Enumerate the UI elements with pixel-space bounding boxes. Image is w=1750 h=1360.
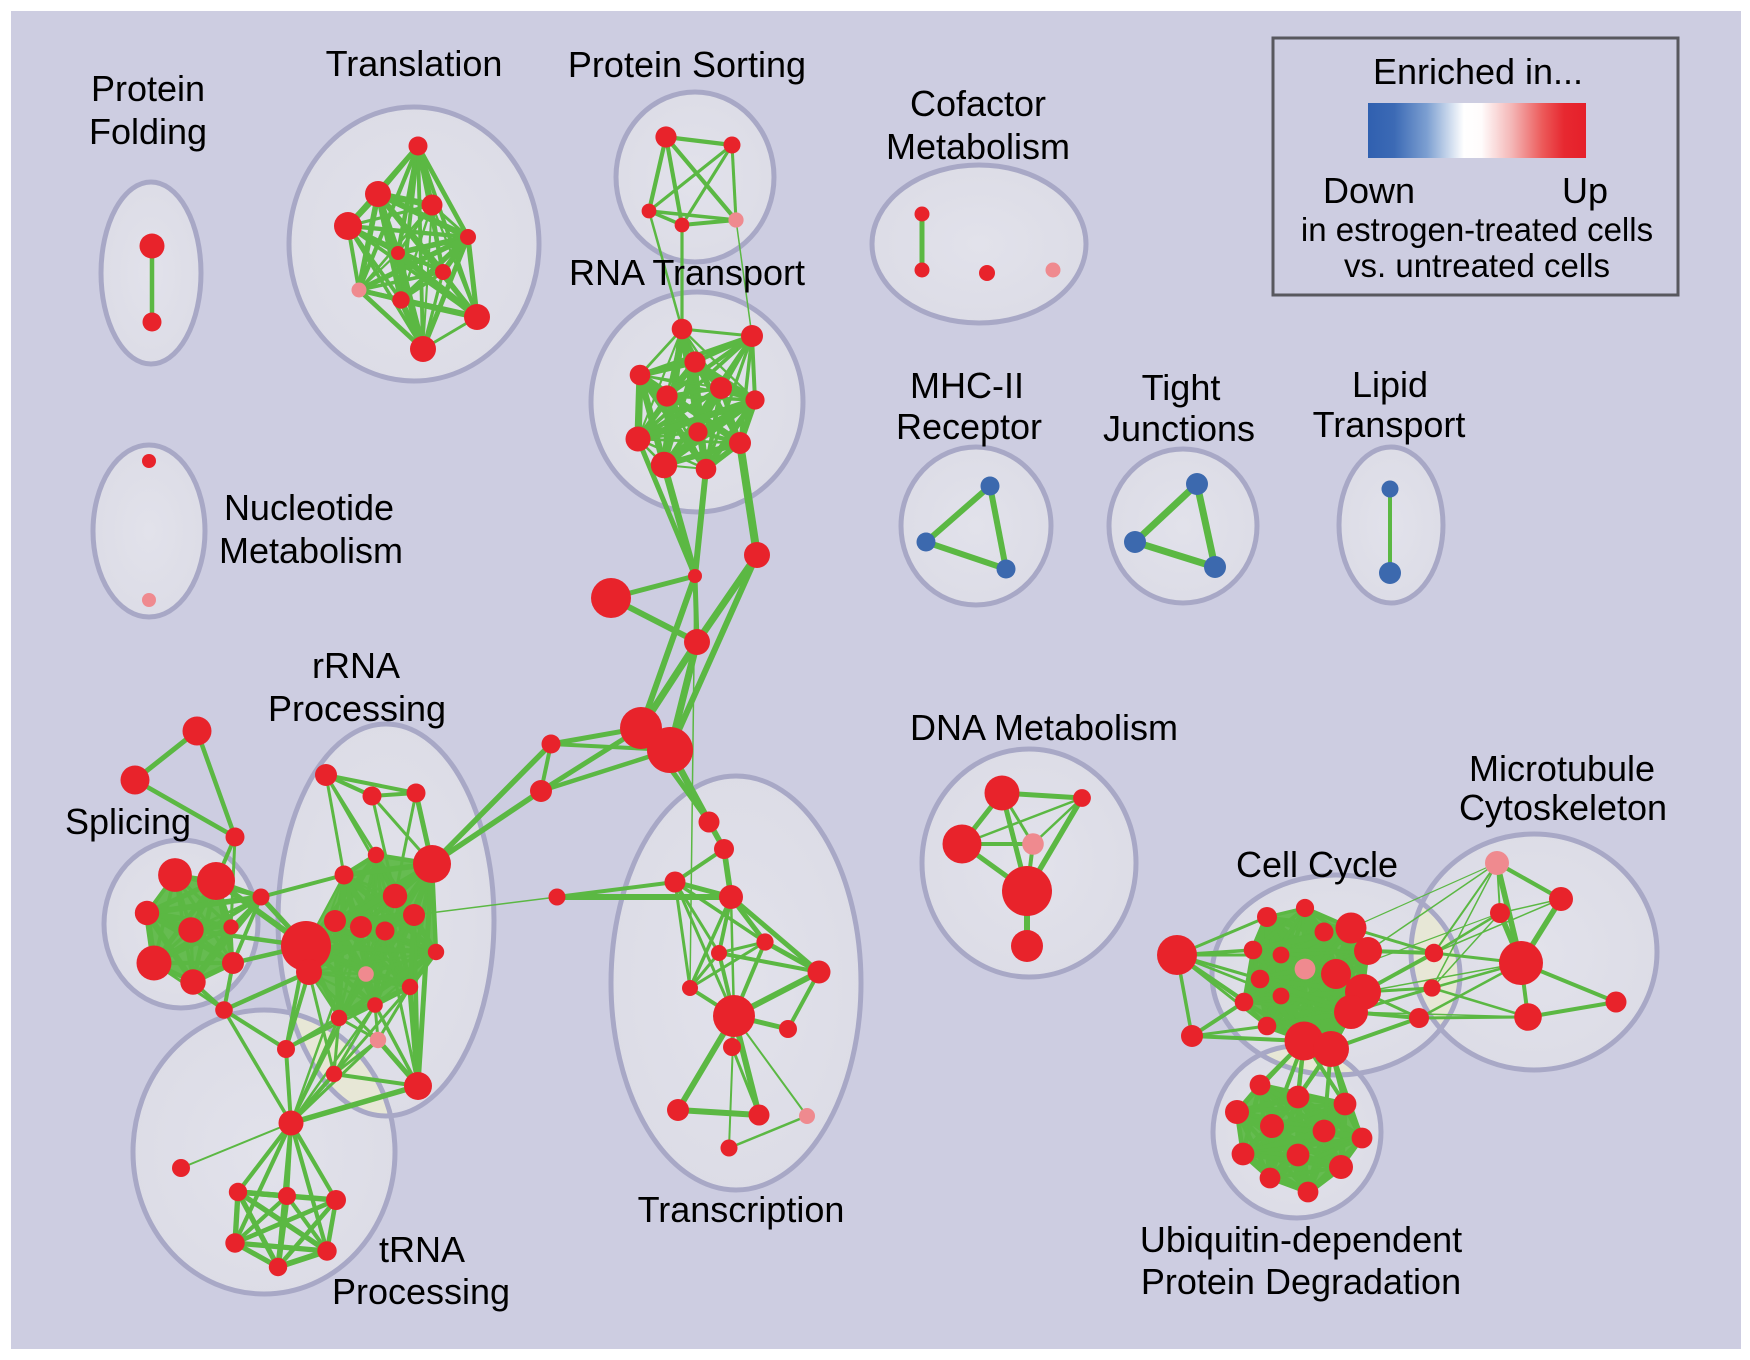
svg-text:Enriched in...: Enriched in... — [1373, 51, 1583, 92]
svg-text:Up: Up — [1562, 170, 1608, 211]
svg-text:Down: Down — [1323, 170, 1415, 211]
svg-text:Metabolism: Metabolism — [219, 530, 403, 571]
svg-text:Junctions: Junctions — [1103, 408, 1255, 449]
svg-text:Lipid: Lipid — [1352, 364, 1428, 405]
svg-text:Protein: Protein — [91, 68, 205, 109]
svg-text:Processing: Processing — [332, 1271, 510, 1312]
svg-text:Microtubule: Microtubule — [1469, 748, 1655, 789]
svg-text:Folding: Folding — [89, 111, 207, 152]
svg-text:Transport: Transport — [1313, 404, 1466, 445]
svg-text:tRNA: tRNA — [379, 1229, 465, 1270]
svg-text:Tight: Tight — [1142, 367, 1221, 408]
svg-text:Transcription: Transcription — [638, 1189, 845, 1230]
svg-text:RNA Transport: RNA Transport — [569, 252, 805, 293]
svg-text:Protein Degradation: Protein Degradation — [1141, 1261, 1461, 1302]
svg-text:in estrogen-treated cells: in estrogen-treated cells — [1301, 211, 1653, 248]
svg-text:DNA Metabolism: DNA Metabolism — [910, 707, 1178, 748]
svg-text:Metabolism: Metabolism — [886, 126, 1070, 167]
svg-text:rRNA: rRNA — [312, 645, 400, 686]
svg-text:Processing: Processing — [268, 688, 446, 729]
svg-text:Ubiquitin-dependent: Ubiquitin-dependent — [1140, 1219, 1462, 1260]
svg-text:Protein Sorting: Protein Sorting — [568, 44, 806, 85]
svg-text:Nucleotide: Nucleotide — [224, 487, 394, 528]
svg-text:Cell Cycle: Cell Cycle — [1236, 844, 1398, 885]
svg-text:Receptor: Receptor — [896, 406, 1042, 447]
svg-text:Translation: Translation — [326, 43, 503, 84]
svg-text:Splicing: Splicing — [65, 801, 191, 842]
svg-text:Cytoskeleton: Cytoskeleton — [1459, 787, 1667, 828]
svg-text:vs. untreated cells: vs. untreated cells — [1344, 247, 1610, 284]
svg-text:Cofactor: Cofactor — [910, 83, 1046, 124]
svg-text:MHC-II: MHC-II — [910, 365, 1024, 406]
